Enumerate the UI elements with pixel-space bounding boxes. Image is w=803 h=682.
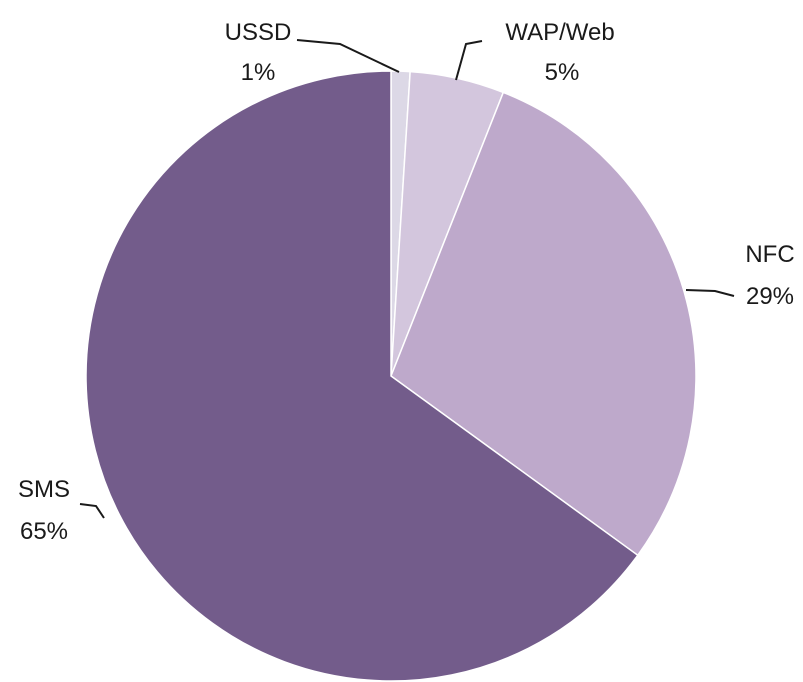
pie-slice-nfc [390,91,697,557]
pie-slice-sms [85,70,639,682]
leader-line-wap-web [455,40,483,81]
slice-value-wap-web: 5% [545,59,580,86]
slice-label-wap-web: WAP/Web [505,19,614,46]
slice-labels: USSD 1% WAP/Web 5% NFC 29% SMS 65% [18,19,795,545]
slice-value-sms: 65% [20,518,68,545]
slice-label-ussd: USSD [225,19,292,46]
slice-label-sms: SMS [18,476,70,503]
slice-value-nfc: 29% [746,283,794,310]
pie-slices [85,70,697,682]
slice-label-nfc: NFC [745,241,794,268]
leader-lines [79,39,735,519]
leader-line-sms [79,503,105,519]
leader-line-nfc [685,289,735,297]
leader-line-ussd [296,39,400,73]
slice-value-ussd: 1% [241,59,276,86]
